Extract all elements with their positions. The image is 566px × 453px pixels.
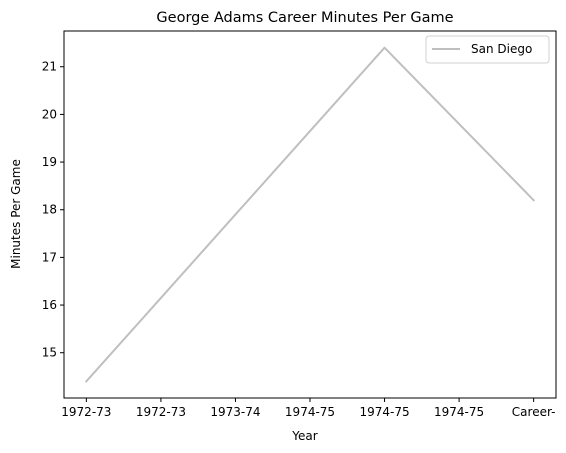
x-tick-label: 1974-75: [359, 405, 409, 419]
y-tick-label: 19: [42, 155, 57, 169]
legend-label-san-diego: San Diego: [471, 42, 532, 56]
y-tick-label: 18: [42, 203, 57, 217]
x-axis-ticks: 1972-73 1972-73 1973-74 1974-75 1974-75 1974-…: [61, 398, 555, 419]
x-tick-label: 1974-75: [285, 405, 335, 419]
y-axis-label: Minutes Per Game: [9, 159, 23, 269]
x-tick-label: Career-: [512, 405, 556, 419]
series-layer: [84, 46, 536, 383]
x-tick-label: 1974-75: [434, 405, 484, 419]
x-tick-label: 1972-73: [61, 405, 111, 419]
y-tick-label: 21: [42, 60, 57, 74]
y-axis-ticks: 15 16 17 18 19 20 21: [42, 60, 64, 360]
x-axis-label: Year: [291, 429, 317, 443]
legend: San Diego: [425, 35, 550, 64]
y-tick-label: 16: [42, 298, 57, 312]
y-tick-label: 15: [42, 346, 57, 360]
series-line-san-diego: [84, 46, 536, 383]
y-tick-label: 17: [42, 250, 57, 264]
plot-frame: [63, 30, 557, 399]
chart-title: George Adams Career Minutes Per Game: [156, 10, 453, 26]
y-tick-label: 20: [42, 107, 57, 121]
legend-box: [425, 35, 550, 64]
x-tick-label: 1972-73: [136, 405, 186, 419]
x-tick-label: 1973-74: [210, 405, 260, 419]
